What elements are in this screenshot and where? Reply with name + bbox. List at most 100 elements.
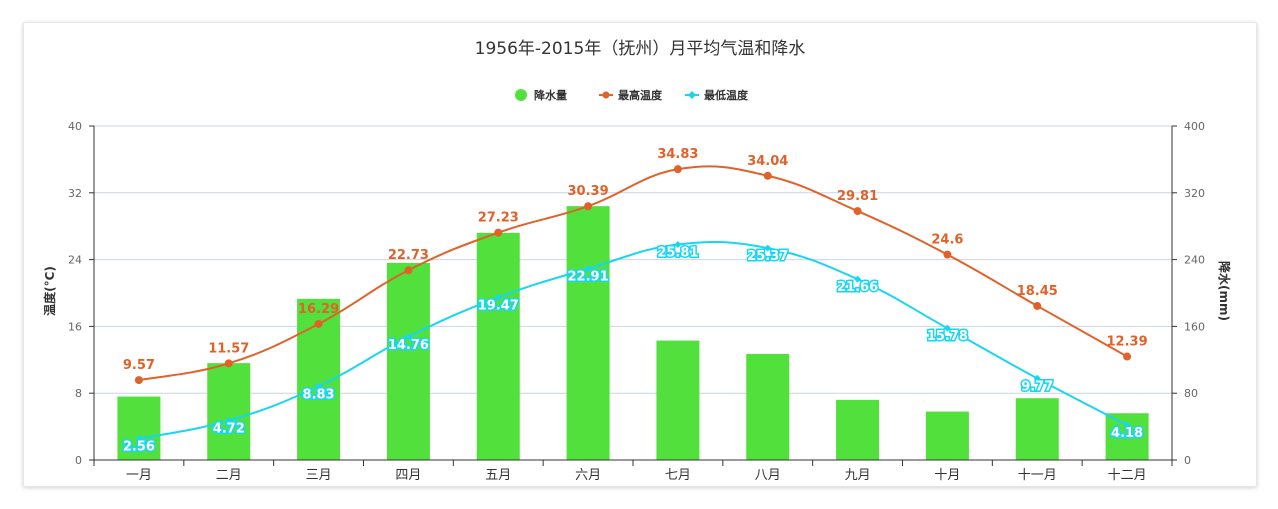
- min-temp-point: [943, 324, 951, 332]
- min-temp-data-label: 8.83: [303, 387, 335, 402]
- min-temp-point: [764, 244, 772, 252]
- max-temp-data-label: 24.6: [931, 233, 963, 248]
- chart-card: 1956年-2015年（抚州）月平均气温和降水 降水量 最高温度 最低温度 0 8 16…: [23, 22, 1257, 487]
- max-temp-data-label: 34.04: [747, 154, 788, 169]
- x-tick-label: 一月: [126, 468, 152, 483]
- chart-title: 1956年-2015年（抚州）月平均气温和降水: [475, 39, 806, 59]
- min-temp-data-label: 19.47: [478, 298, 519, 313]
- temperature-lines: [134, 165, 1132, 443]
- x-tick-label: 十一月: [1018, 468, 1057, 483]
- precipitation-bars: [117, 206, 1149, 460]
- legend-label: 降水量: [534, 88, 567, 102]
- precipitation-bar: [1015, 398, 1059, 460]
- max-temp-point: [494, 228, 503, 237]
- min-temp-data-label: 4.18: [1111, 426, 1143, 441]
- max-temp-data-label: 11.57: [208, 341, 249, 356]
- legend[interactable]: 降水量 最高温度 最低温度: [515, 88, 749, 102]
- y-left-axis-title: 温度(°C): [42, 266, 57, 316]
- max-temp-point: [1033, 301, 1042, 310]
- precipitation-bar: [656, 340, 700, 460]
- max-temp-point: [584, 202, 593, 211]
- max-temp-point: [314, 319, 323, 328]
- min-temp-data-label: 21.66: [837, 280, 878, 295]
- max-temp-data-label: 22.73: [388, 248, 429, 263]
- y-left-tick-label: 0: [75, 454, 82, 467]
- max-temp-line: [138, 165, 1128, 382]
- min-temp-data-label: 22.91: [568, 270, 609, 285]
- axes: 0816243240080160240320400一月 二月 三月 四月 五月 六月 七月八…: [68, 120, 1205, 483]
- y-right-axis-title: 降水(mm): [1217, 261, 1232, 321]
- max-temp-point: [763, 171, 772, 180]
- min-temp-data-label: 2.56: [123, 440, 155, 455]
- min-temp-point: [1123, 421, 1131, 429]
- x-tick-label: 三月: [306, 468, 332, 483]
- min-temp-point: [494, 293, 502, 301]
- min-temp-point: [315, 382, 323, 390]
- precipitation-bar: [566, 206, 610, 460]
- legend-label: 最低温度: [704, 88, 749, 102]
- min-temp-point: [135, 435, 143, 443]
- precipitation-bar: [746, 353, 790, 460]
- y-right-tick-label: 240: [1184, 254, 1205, 267]
- max-temp-data-label: 9.57: [123, 358, 155, 373]
- y-right-tick-label: 400: [1184, 120, 1205, 133]
- grid: [94, 125, 1172, 394]
- max-temp-point: [1123, 352, 1132, 361]
- max-temp-point: [224, 359, 233, 368]
- max-temp-data-label: 27.23: [478, 211, 519, 226]
- min-temp-line: [138, 241, 1128, 440]
- max-temp-data-label: 30.39: [568, 184, 609, 199]
- data-labels: 9.57 11.57 16.29 22.73 27.23 30.39 34.83 34.04 2…: [121, 147, 1148, 456]
- x-tick-label: 十二月: [1108, 468, 1147, 483]
- min-temp-point: [225, 417, 233, 425]
- x-tick-label: 六月: [575, 468, 601, 483]
- min-temp-data-label: 4.72: [213, 422, 245, 437]
- precipitation-bar: [207, 363, 251, 460]
- min-temp-point: [674, 240, 682, 248]
- chart-svg: 1956年-2015年（抚州）月平均气温和降水 降水量 最高温度 最低温度 0 8 16…: [42, 39, 1232, 483]
- legend-item-min-temp[interactable]: 最低温度: [685, 88, 749, 102]
- y-right-tick-label: 320: [1184, 187, 1205, 200]
- y-left-tick-label: 40: [68, 120, 82, 133]
- min-temp-data-label: 25.37: [747, 249, 788, 264]
- min-temp-point: [854, 275, 862, 283]
- max-temp-point: [943, 250, 952, 259]
- max-temp-data-label: 29.81: [837, 189, 878, 204]
- x-tick-label: 九月: [845, 468, 871, 483]
- min-temp-data-label: 15.78: [927, 329, 968, 344]
- min-temp-point: [584, 265, 592, 273]
- y-right-tick-label: 160: [1184, 320, 1205, 333]
- y-left-tick-label: 32: [68, 187, 82, 200]
- x-tick-label: 四月: [395, 468, 421, 483]
- x-tick-label: 十月: [934, 468, 960, 483]
- legend-marker-max-temp: [602, 91, 610, 99]
- precipitation-bar: [476, 232, 520, 460]
- max-temp-data-label: 34.83: [657, 147, 698, 162]
- precipitation-bar: [386, 262, 430, 460]
- y-left-tick-label: 8: [75, 387, 82, 400]
- y-right-tick-label: 80: [1184, 387, 1198, 400]
- precipitation-bar: [117, 396, 161, 460]
- max-temp-point: [853, 207, 862, 216]
- precipitation-bar: [925, 411, 969, 460]
- max-temp-point: [673, 165, 682, 174]
- legend-marker-min-temp: [688, 91, 696, 99]
- min-temp-data-label: 25.81: [657, 245, 698, 260]
- min-temp-data-label: 14.76: [388, 338, 429, 353]
- max-temp-point: [404, 266, 413, 275]
- x-tick-label: 八月: [755, 468, 781, 483]
- max-temp-data-label: 16.29: [298, 302, 339, 317]
- x-tick-label: 二月: [216, 468, 242, 483]
- precipitation-bar: [1105, 413, 1149, 460]
- legend-item-max-temp[interactable]: 最高温度: [599, 88, 663, 102]
- min-temp-data-label: 9.77: [1021, 379, 1053, 394]
- min-temp-point: [1033, 374, 1041, 382]
- min-temp-point: [404, 333, 412, 341]
- y-left-tick-label: 16: [68, 320, 82, 333]
- y-right-tick-label: 0: [1184, 454, 1191, 467]
- y-left-tick-label: 24: [68, 254, 82, 267]
- x-tick-label: 七月: [665, 468, 691, 483]
- max-temp-data-label: 12.39: [1107, 335, 1148, 350]
- legend-label: 最高温度: [618, 88, 663, 102]
- legend-item-precipitation[interactable]: 降水量: [515, 88, 567, 102]
